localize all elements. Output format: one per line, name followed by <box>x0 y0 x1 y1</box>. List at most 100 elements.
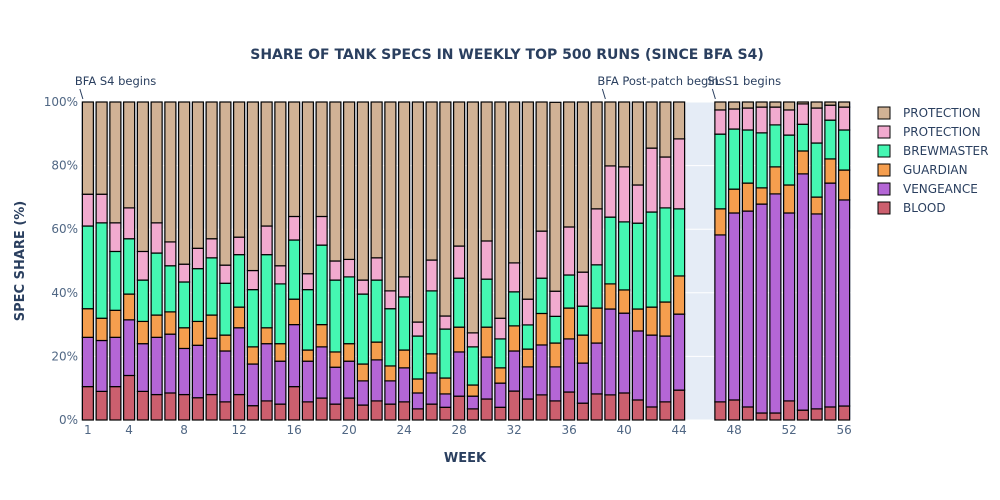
bar-protection-week-39 <box>604 165 617 218</box>
bar-guardian-week-26 <box>425 353 438 374</box>
bar-brewmaster-week-40 <box>618 221 631 291</box>
bar-brewmaster-week-35 <box>549 315 562 344</box>
bar-brewmaster-week-25 <box>411 335 424 380</box>
bar-vengeance-week-27 <box>439 393 452 408</box>
bar-brewmaster-week-3 <box>109 250 122 311</box>
bar-vengeance-week-5 <box>136 343 149 392</box>
bar-blood-week-5 <box>136 390 149 421</box>
bar-guardian-week-37 <box>576 334 589 364</box>
legend-swatch <box>877 182 891 196</box>
bar-guardian-week-39 <box>604 283 617 310</box>
bar-guardian-week-2 <box>95 317 108 342</box>
bar-vengeance-week-7 <box>164 333 177 394</box>
bar-guardian-week-54 <box>810 196 823 215</box>
bar-protection-week-22 <box>370 257 383 281</box>
bar-protection-week-47 <box>714 109 727 135</box>
bar-blood-week-47 <box>714 401 727 421</box>
bar-brewmaster-week-31 <box>494 338 507 369</box>
y-tick-label: 60% <box>51 222 78 236</box>
bar-blood-week-51 <box>769 412 782 421</box>
bar-guardian-week-4 <box>123 293 136 321</box>
bar-guardian-week-10 <box>205 314 218 339</box>
bar-protection-week-26 <box>425 101 438 261</box>
bar-protection-week-37 <box>576 271 589 307</box>
bar-vengeance-week-21 <box>356 380 369 406</box>
x-tick-label: 32 <box>506 423 521 437</box>
bar-protection-week-7 <box>164 101 177 243</box>
bar-guardian-week-32 <box>508 325 521 352</box>
bar-brewmaster-week-18 <box>315 244 328 326</box>
bar-protection-week-13 <box>246 269 259 291</box>
bar-protection-week-43 <box>659 101 672 158</box>
bar-guardian-week-16 <box>288 298 301 326</box>
bar-guardian-week-34 <box>535 312 548 346</box>
bar-protection-week-34 <box>535 101 548 232</box>
bar-protection-week-51 <box>769 101 782 108</box>
bar-blood-week-38 <box>590 393 603 421</box>
x-tick-label: 56 <box>836 423 851 437</box>
bar-protection-week-5 <box>136 101 149 253</box>
bar-blood-week-40 <box>618 392 631 421</box>
bar-brewmaster-week-12 <box>233 254 246 308</box>
bar-protection-week-25 <box>411 321 424 337</box>
bar-blood-week-37 <box>576 402 589 421</box>
bar-blood-week-33 <box>521 398 534 421</box>
bar-brewmaster-week-19 <box>329 279 342 353</box>
bar-vengeance-week-22 <box>370 359 383 402</box>
bar-protection-week-6 <box>150 222 163 254</box>
annotation-arrow <box>711 88 716 100</box>
bar-guardian-week-12 <box>233 306 246 329</box>
bar-vengeance-week-9 <box>191 344 204 399</box>
bar-protection-week-23 <box>384 290 397 310</box>
bar-protection-week-37 <box>576 101 589 273</box>
bar-vengeance-week-43 <box>659 335 672 403</box>
legend-label: BREWMASTER <box>903 144 988 158</box>
x-tick-label: 44 <box>671 423 686 437</box>
bar-protection-week-52 <box>783 109 796 136</box>
y-tick-label: 20% <box>51 349 78 363</box>
legend-label: BLOOD <box>903 201 946 215</box>
bar-brewmaster-week-32 <box>508 291 521 327</box>
bar-vengeance-week-32 <box>508 350 521 392</box>
bar-protection-week-33 <box>521 101 534 300</box>
bar-vengeance-week-15 <box>274 360 287 405</box>
bar-vengeance-week-49 <box>741 210 754 408</box>
bar-guardian-week-56 <box>838 169 851 201</box>
bar-brewmaster-week-56 <box>838 129 851 171</box>
bar-vengeance-week-39 <box>604 308 617 396</box>
bar-blood-week-39 <box>604 394 617 421</box>
bar-brewmaster-week-5 <box>136 279 149 323</box>
bar-guardian-week-14 <box>260 327 273 345</box>
bar-blood-week-12 <box>233 393 246 421</box>
bar-protection-week-12 <box>233 236 246 256</box>
bar-protection-week-41 <box>631 184 644 224</box>
legend-swatch <box>877 201 891 215</box>
bar-guardian-week-31 <box>494 367 507 384</box>
bar-guardian-week-23 <box>384 365 397 382</box>
bar-protection-week-39 <box>604 101 617 167</box>
annotation-label: SL S1 begins <box>707 74 781 88</box>
bar-vengeance-week-25 <box>411 392 424 410</box>
bar-blood-week-34 <box>535 394 548 421</box>
bar-protection-week-24 <box>398 101 411 278</box>
bar-blood-week-14 <box>260 400 273 421</box>
legend-label: GUARDIAN <box>903 163 968 177</box>
bar-blood-week-22 <box>370 400 383 421</box>
bar-blood-week-16 <box>288 386 301 421</box>
bar-guardian-week-3 <box>109 309 122 338</box>
x-tick-label: 8 <box>180 423 188 437</box>
bar-blood-week-27 <box>439 406 452 421</box>
bar-vengeance-week-26 <box>425 372 438 405</box>
bar-brewmaster-week-13 <box>246 289 259 348</box>
bar-protection-week-32 <box>508 101 521 264</box>
bar-blood-week-49 <box>741 406 754 421</box>
bar-protection-week-44 <box>673 138 686 210</box>
bar-protection-week-32 <box>508 262 521 293</box>
bar-protection-week-38 <box>590 101 603 210</box>
bars-layer <box>81 101 851 421</box>
bar-blood-week-36 <box>563 391 576 421</box>
bar-brewmaster-week-36 <box>563 274 576 309</box>
bar-brewmaster-week-50 <box>755 132 768 189</box>
bar-protection-week-8 <box>178 263 191 283</box>
